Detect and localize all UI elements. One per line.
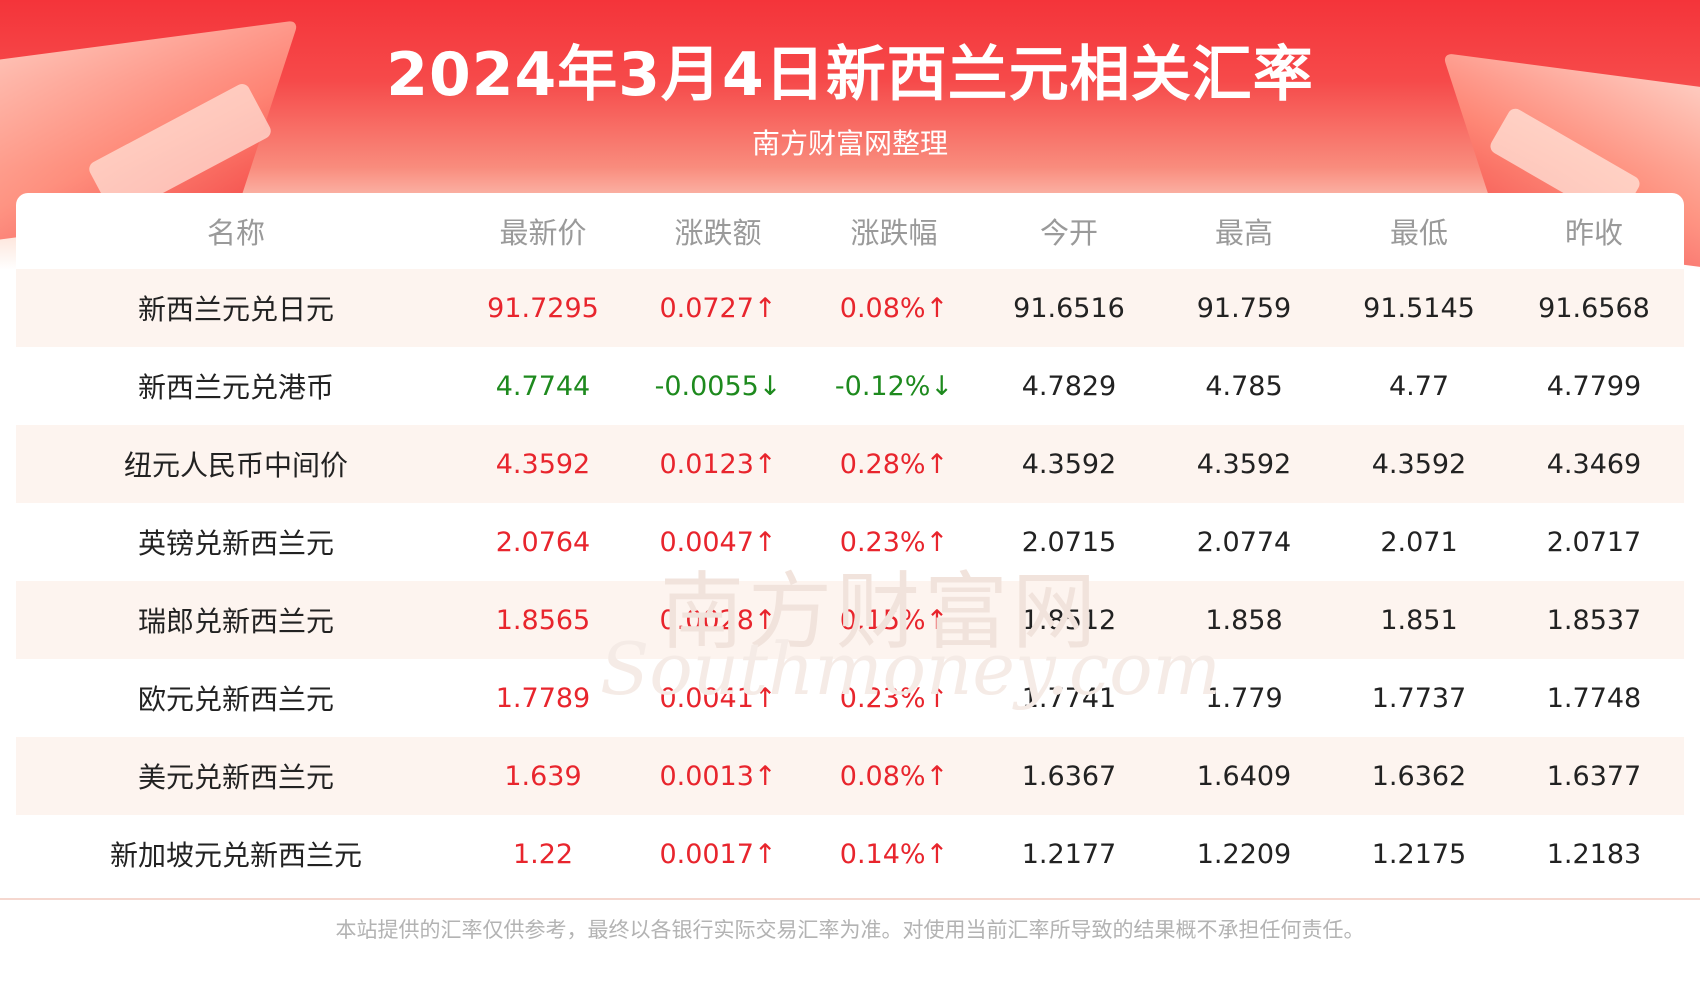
cell-change-pct: 0.08%↑ xyxy=(839,292,949,324)
cell-latest: 1.8565 xyxy=(495,604,591,636)
cell-low: 1.2175 xyxy=(1371,838,1467,870)
cell-low: 1.851 xyxy=(1380,604,1458,636)
cell-high: 4.785 xyxy=(1205,370,1283,402)
cell-open: 4.3592 xyxy=(1021,448,1117,480)
table-row: 新西兰元兑日元 91.7295 0.0727↑ 0.08%↑ 91.6516 91.759… xyxy=(16,269,1684,347)
cell-change-pct: 0.14%↑ xyxy=(839,838,949,870)
cell-low: 4.77 xyxy=(1388,370,1450,402)
table-row: 纽元人民币中间价 4.3592 0.0123↑ 0.28%↑ 4.3592 4.3592 4… xyxy=(16,425,1684,503)
footer-divider xyxy=(0,898,1700,900)
table-body: 新西兰元兑日元 91.7295 0.0727↑ 0.08%↑ 91.6516 91.759… xyxy=(16,269,1684,893)
footer-disclaimer: 本站提供的汇率仅供参考，最终以各银行实际交易汇率为准。对使用当前汇率所导致的结果… xyxy=(335,918,1365,942)
cell-latest: 1.22 xyxy=(512,838,574,870)
cell-open: 4.7829 xyxy=(1021,370,1117,402)
table-row: 欧元兑新西兰元 1.7789 0.0041↑ 0.23%↑ 1.7741 1.779 1.7… xyxy=(16,659,1684,737)
cell-open: 1.6367 xyxy=(1021,760,1117,792)
cell-name: 欧元兑新西兰元 xyxy=(137,683,334,716)
cell-high: 2.0774 xyxy=(1196,526,1292,558)
cell-low: 1.6362 xyxy=(1371,760,1467,792)
table-header: 名称 最新价 涨跌额 涨跌幅 今开 最高 最低 昨收 xyxy=(16,193,1684,269)
cell-latest: 1.7789 xyxy=(495,682,591,714)
column-header-high: 最高 xyxy=(1214,216,1273,250)
cell-change-pct: -0.12%↓ xyxy=(834,370,954,402)
column-header-prev-close: 昨收 xyxy=(1564,216,1623,250)
page-title: 2024年3月4日新西兰元相关汇率 xyxy=(386,40,1314,110)
cell-high: 1.779 xyxy=(1205,682,1283,714)
cell-latest: 1.639 xyxy=(504,760,582,792)
cell-name: 新西兰元兑日元 xyxy=(137,293,334,326)
cell-open: 1.8512 xyxy=(1021,604,1117,636)
column-header-open: 今开 xyxy=(1039,216,1098,250)
cell-change: 0.0047↑ xyxy=(659,526,777,558)
rate-table: 名称 最新价 涨跌额 涨跌幅 今开 最高 最低 昨收 新西兰元兑日元 91.729… xyxy=(16,193,1684,898)
cell-name: 新加坡元兑新西兰元 xyxy=(109,839,362,872)
cell-change: 0.0013↑ xyxy=(659,760,777,792)
cell-change-pct: 0.15%↑ xyxy=(839,604,949,636)
cell-prev-close: 2.0717 xyxy=(1546,526,1642,558)
cell-open: 91.6516 xyxy=(1013,292,1125,324)
table-row: 新加坡元兑新西兰元 1.22 0.0017↑ 0.14%↑ 1.2177 1.2209 1.… xyxy=(16,815,1684,893)
cell-low: 91.5145 xyxy=(1363,292,1475,324)
cell-open: 1.7741 xyxy=(1021,682,1117,714)
cell-latest: 2.0764 xyxy=(495,526,591,558)
cell-latest: 4.3592 xyxy=(495,448,591,480)
cell-low: 1.7737 xyxy=(1371,682,1467,714)
column-header-name: 名称 xyxy=(206,216,265,250)
cell-prev-close: 1.2183 xyxy=(1546,838,1642,870)
table-row: 新西兰元兑港币 4.7744 -0.0055↓ -0.12%↓ 4.7829 4.785 4… xyxy=(16,347,1684,425)
table-row: 瑞郎兑新西兰元 1.8565 0.0028↑ 0.15%↑ 1.8512 1.858 1.8… xyxy=(16,581,1684,659)
cell-change: 0.0041↑ xyxy=(659,682,777,714)
cell-change-pct: 0.28%↑ xyxy=(839,448,949,480)
cell-name: 新西兰元兑港币 xyxy=(137,371,334,404)
cell-low: 4.3592 xyxy=(1371,448,1467,480)
cell-change: 0.0727↑ xyxy=(659,292,777,324)
table-row: 英镑兑新西兰元 2.0764 0.0047↑ 0.23%↑ 2.0715 2.0774 2.… xyxy=(16,503,1684,581)
cell-prev-close: 1.7748 xyxy=(1546,682,1642,714)
cell-high: 91.759 xyxy=(1196,292,1292,324)
cell-high: 4.3592 xyxy=(1196,448,1292,480)
cell-high: 1.858 xyxy=(1205,604,1283,636)
column-header-change: 涨跌额 xyxy=(674,216,762,250)
cell-prev-close: 1.8537 xyxy=(1546,604,1642,636)
cell-name: 纽元人民币中间价 xyxy=(123,449,348,482)
cell-open: 2.0715 xyxy=(1021,526,1117,558)
column-header-change-pct: 涨跌幅 xyxy=(850,216,938,250)
cell-change: -0.0055↓ xyxy=(654,370,782,402)
cell-prev-close: 1.6377 xyxy=(1546,760,1642,792)
cell-change-pct: 0.23%↑ xyxy=(839,526,949,558)
cell-change: 0.0123↑ xyxy=(659,448,777,480)
cell-prev-close: 91.6568 xyxy=(1538,292,1650,324)
cell-latest: 4.7744 xyxy=(495,370,591,402)
cell-open: 1.2177 xyxy=(1021,838,1117,870)
cell-low: 2.071 xyxy=(1380,526,1458,558)
cell-prev-close: 4.7799 xyxy=(1546,370,1642,402)
cell-high: 1.2209 xyxy=(1196,838,1292,870)
page-subtitle: 南方财富网整理 xyxy=(751,127,948,160)
table-row: 美元兑新西兰元 1.639 0.0013↑ 0.08%↑ 1.6367 1.6409 1.6… xyxy=(16,737,1684,815)
column-header-latest: 最新价 xyxy=(499,216,587,250)
column-header-low: 最低 xyxy=(1389,216,1448,250)
cell-high: 1.6409 xyxy=(1196,760,1292,792)
cell-prev-close: 4.3469 xyxy=(1546,448,1642,480)
cell-change: 0.0028↑ xyxy=(659,604,777,636)
cell-latest: 91.7295 xyxy=(487,292,599,324)
cell-change-pct: 0.08%↑ xyxy=(839,760,949,792)
cell-name: 英镑兑新西兰元 xyxy=(137,527,334,560)
cell-name: 瑞郎兑新西兰元 xyxy=(137,605,334,638)
cell-change: 0.0017↑ xyxy=(659,838,777,870)
cell-change-pct: 0.23%↑ xyxy=(839,682,949,714)
cell-name: 美元兑新西兰元 xyxy=(137,761,334,794)
